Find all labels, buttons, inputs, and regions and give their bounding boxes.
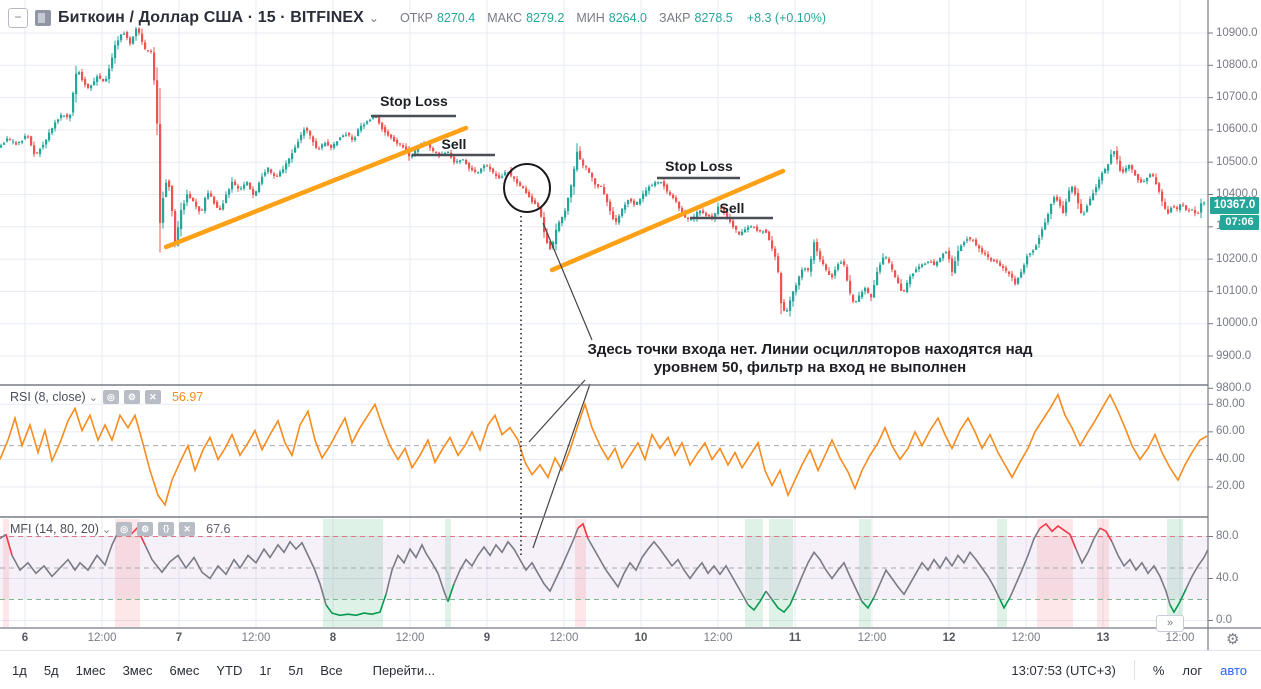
- time-axis[interactable]: 6 12:00 7 12:00 8 12:00 9 12:00 10 12:00 11 12:00 12…: [0, 628, 1208, 650]
- sell-label-1[interactable]: Sell: [441, 136, 467, 152]
- mfi-value: 67.6: [206, 522, 231, 536]
- price-axis-label: 10200.0: [1216, 252, 1258, 265]
- mfi-axis-label: 40.0: [1216, 572, 1239, 584]
- rsi-axis-label: 40.00: [1216, 452, 1245, 465]
- price-axis-label: 10100.0: [1216, 284, 1258, 297]
- open-label: ОТКР: [399, 11, 433, 25]
- price-axis-label: 9900.0: [1216, 349, 1252, 362]
- price-axis-label: 10500.0: [1216, 155, 1258, 168]
- log-scale-button[interactable]: лог: [1182, 662, 1203, 678]
- close-label: ЗАКР: [659, 11, 691, 25]
- high-value: 8279.2: [526, 11, 565, 25]
- time-axis-label: 6: [21, 632, 29, 644]
- price-axis-label: 10700.0: [1216, 91, 1258, 104]
- mfi-settings-icon[interactable]: ⚙: [137, 522, 154, 536]
- mfi-hide-icon[interactable]: ◎: [116, 522, 133, 536]
- time-axis-label: 12:00: [87, 632, 117, 644]
- mfi-source-icon[interactable]: {}: [158, 522, 175, 536]
- time-axis-label: 9: [483, 632, 491, 644]
- clock-readout[interactable]: 13:07:53 (UTC+3): [1011, 662, 1116, 678]
- timezone-settings-icon[interactable]: ⚙: [1226, 631, 1240, 648]
- analysis-note-line2: уровнем 50, фильтр на вход не выполнен: [653, 359, 967, 376]
- time-axis-label: 13: [1096, 632, 1110, 644]
- low-value: 8264.0: [608, 11, 648, 25]
- analysis-note[interactable]: Здесь точки входа нет. Линии осцилляторо…: [548, 341, 1072, 377]
- mfi-axis-label: 0.0: [1216, 614, 1232, 626]
- low-label: МИН: [576, 11, 605, 25]
- ohlc-readout: ОТКР 8270.4 МАКС 8279.2 МИН 8264.0 ЗАКР …: [400, 11, 834, 25]
- time-axis-label: 7: [175, 632, 183, 644]
- price-axis-label: 10800.0: [1216, 58, 1258, 71]
- time-axis-label: 12:00: [703, 632, 733, 644]
- time-axis-label: 12:00: [1165, 632, 1195, 644]
- rsi-axis-label: 20.00: [1216, 480, 1245, 493]
- rsi-settings-icon[interactable]: ⚙: [123, 390, 140, 404]
- collapse-icon[interactable]: −: [8, 8, 28, 28]
- price-axis[interactable]: 10367.0 07:06 10900.0 10800.0 10700.0 10600…: [1208, 0, 1261, 650]
- rsi-legend-label[interactable]: RSI (8, close): [10, 390, 86, 404]
- chart-canvas[interactable]: [0, 0, 1261, 650]
- time-axis-label: 12:00: [1011, 632, 1041, 644]
- chevron-down-icon[interactable]: ⌄: [88, 391, 98, 404]
- time-axis-label: 12: [942, 632, 956, 644]
- range-button-6мес[interactable]: 6мес: [169, 662, 200, 678]
- range-button-5л[interactable]: 5л: [288, 662, 304, 678]
- close-value: 8278.5: [694, 11, 733, 25]
- change-value: +8.3 (+0.10%): [746, 11, 826, 25]
- mfi-legend-label[interactable]: MFI (14, 80, 20): [10, 522, 99, 536]
- sell-label-2[interactable]: Sell: [719, 200, 745, 216]
- goto-date-button[interactable]: Перейти...: [372, 662, 435, 678]
- time-axis-label: 10: [634, 632, 648, 644]
- price-axis-label: 10600.0: [1216, 123, 1258, 136]
- rsi-legend: RSI (8, close) ⌄ ◎ ⚙ ✕ 56.97: [10, 390, 203, 404]
- mfi-axis-label: 80.0: [1216, 530, 1239, 542]
- symbol-logo-icon: [35, 10, 51, 26]
- range-button-5д[interactable]: 5д: [43, 662, 59, 678]
- chart-header: − Биткоин / Доллар США · 15 · BITFINEX ⌄…: [8, 8, 834, 28]
- range-button-3мес[interactable]: 3мес: [122, 662, 153, 678]
- auto-scale-button[interactable]: авто: [1220, 662, 1247, 678]
- chevron-down-icon[interactable]: ⌄: [101, 523, 112, 536]
- bar-countdown-badge: 07:06: [1220, 215, 1259, 230]
- analysis-note-line1: Здесь точки входа нет. Линии осцилляторо…: [587, 341, 1033, 358]
- stop-loss-label-2[interactable]: Stop Loss: [665, 158, 733, 174]
- price-axis-label: 10900.0: [1216, 26, 1258, 39]
- time-axis-label: 12:00: [241, 632, 271, 644]
- time-axis-label: 12:00: [857, 632, 887, 644]
- price-axis-label: 10000.0: [1216, 317, 1258, 330]
- rsi-value: 56.97: [171, 390, 204, 404]
- toolbar-divider: [1133, 660, 1135, 680]
- percent-scale-button[interactable]: %: [1152, 662, 1165, 678]
- price-axis-label: 9800.0: [1216, 381, 1252, 394]
- rsi-axis-label: 80.00: [1216, 397, 1245, 410]
- range-button-ytd[interactable]: YTD: [216, 662, 243, 678]
- range-button-1мес[interactable]: 1мес: [75, 662, 106, 678]
- rsi-hide-icon[interactable]: ◎: [102, 390, 119, 404]
- symbol-title[interactable]: Биткоин / Доллар США · 15 · BITFINEX: [58, 9, 364, 26]
- range-button-все[interactable]: Все: [320, 662, 343, 678]
- mfi-close-icon[interactable]: ✕: [179, 522, 196, 536]
- last-price-badge: 10367.0: [1210, 197, 1259, 214]
- rsi-axis-label: 60.00: [1216, 425, 1245, 438]
- time-axis-label: 12:00: [395, 632, 425, 644]
- time-axis-label: 8: [329, 632, 337, 644]
- high-label: МАКС: [487, 11, 523, 25]
- open-value: 8270.4: [436, 11, 476, 25]
- bottom-toolbar: 1д 5д 1мес 3мес 6мес YTD 1г 5л Все Перейти... 13…: [0, 650, 1261, 689]
- stop-loss-label-1[interactable]: Stop Loss: [380, 93, 448, 109]
- date-range-buttons: 1д 5д 1мес 3мес 6мес YTD 1г 5л Все: [12, 663, 343, 678]
- chevron-down-icon[interactable]: ⌄: [368, 11, 379, 25]
- time-axis-label: 12:00: [549, 632, 579, 644]
- range-button-1г[interactable]: 1г: [259, 662, 272, 678]
- range-button-1д[interactable]: 1д: [12, 662, 27, 678]
- rsi-close-icon[interactable]: ✕: [144, 390, 161, 404]
- time-axis-label: 11: [788, 632, 802, 644]
- mfi-legend: MFI (14, 80, 20) ⌄ ◎ ⚙ {} ✕ 67.6: [10, 522, 231, 536]
- scroll-to-realtime-button[interactable]: »: [1156, 615, 1184, 632]
